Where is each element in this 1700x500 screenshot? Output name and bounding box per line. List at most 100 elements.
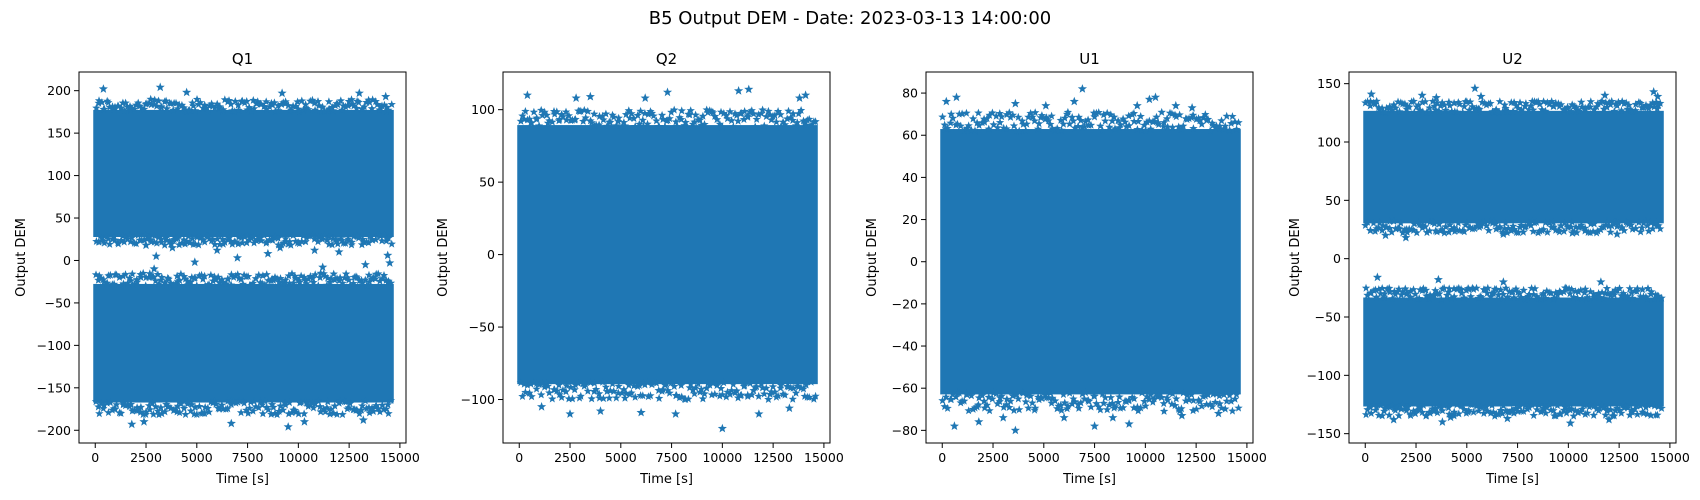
data-point xyxy=(1065,388,1074,397)
data-point xyxy=(646,107,655,115)
data-point xyxy=(182,236,191,245)
data-point xyxy=(780,120,790,129)
data-point xyxy=(548,394,557,403)
data-point xyxy=(1626,105,1636,114)
data-point xyxy=(520,379,529,388)
data-point xyxy=(171,98,181,107)
data-point xyxy=(1213,408,1223,418)
y-tick-label: −200 xyxy=(37,423,71,438)
data-point xyxy=(156,403,166,412)
data-point xyxy=(1643,294,1652,303)
data-point xyxy=(111,405,120,413)
data-point xyxy=(281,275,290,284)
data-point xyxy=(526,379,536,388)
data-point xyxy=(149,409,158,418)
data-point xyxy=(179,235,188,244)
data-point xyxy=(1625,410,1634,419)
data-point xyxy=(249,397,259,406)
data-point xyxy=(1418,223,1427,232)
data-point xyxy=(1174,404,1183,413)
data-point xyxy=(329,269,338,278)
data-point xyxy=(602,121,612,130)
data-point xyxy=(1563,223,1572,231)
data-point xyxy=(1417,90,1427,100)
data-point xyxy=(294,104,303,113)
data-point xyxy=(210,103,220,112)
y-tick-label: 40 xyxy=(902,170,918,185)
data-point xyxy=(139,268,148,277)
data-point xyxy=(375,407,385,416)
data-point xyxy=(152,101,161,110)
data-point xyxy=(1434,107,1444,115)
data-point xyxy=(1610,411,1619,420)
y-axis-label: Output DEM xyxy=(865,218,880,297)
data-point xyxy=(166,99,176,108)
data-point xyxy=(1580,226,1590,235)
data-point xyxy=(718,122,727,131)
data-point xyxy=(375,105,384,114)
data-point xyxy=(362,404,371,413)
data-point xyxy=(1221,404,1230,413)
data-point xyxy=(1595,292,1604,301)
data-point xyxy=(1487,401,1497,409)
data-point xyxy=(1614,218,1623,227)
data-point xyxy=(311,399,320,408)
data-point xyxy=(1459,405,1469,413)
data-point xyxy=(1505,408,1514,416)
data-point xyxy=(525,388,534,397)
data-point xyxy=(1511,404,1521,412)
data-point xyxy=(691,110,700,119)
data-point xyxy=(1450,407,1459,416)
data-point xyxy=(1094,402,1103,411)
data-point xyxy=(708,108,718,117)
data-point xyxy=(123,400,133,409)
data-point xyxy=(1597,400,1607,409)
data-point xyxy=(338,278,347,287)
data-point xyxy=(336,234,345,243)
data-point xyxy=(962,108,971,117)
data-point xyxy=(1494,290,1503,299)
data-point xyxy=(1638,285,1647,294)
data-point xyxy=(677,392,686,401)
data-point xyxy=(149,272,158,281)
data-point xyxy=(104,98,113,107)
data-point xyxy=(1037,111,1047,120)
data-point xyxy=(1634,218,1644,227)
data-point xyxy=(340,273,349,282)
data-point xyxy=(1221,121,1230,130)
data-point xyxy=(1636,292,1645,301)
x-tick-label: 12500 xyxy=(1599,450,1639,465)
data-point xyxy=(576,391,585,400)
data-point xyxy=(951,392,961,401)
data-point xyxy=(1168,389,1177,398)
data-point xyxy=(993,399,1002,408)
data-point xyxy=(1390,404,1399,413)
data-point xyxy=(310,105,320,114)
data-point xyxy=(364,95,373,104)
x-tick-label: 10000 xyxy=(1125,450,1165,465)
data-point xyxy=(321,272,330,280)
data-point xyxy=(1187,103,1197,112)
data-point xyxy=(1612,101,1622,110)
data-point xyxy=(1454,98,1463,106)
data-point xyxy=(1385,217,1394,226)
data-point xyxy=(258,409,268,418)
data-point xyxy=(631,392,640,401)
data-point xyxy=(1526,101,1536,110)
data-point xyxy=(598,111,607,120)
data-point xyxy=(294,276,303,285)
data-point xyxy=(1405,102,1414,111)
data-point xyxy=(145,269,154,278)
data-point xyxy=(1476,221,1486,230)
data-point xyxy=(938,112,947,121)
data-point xyxy=(1372,402,1381,411)
data-point xyxy=(1418,107,1427,116)
data-point xyxy=(267,274,277,283)
data-point xyxy=(378,400,387,409)
data-point xyxy=(667,378,676,387)
data-point xyxy=(1608,288,1617,297)
data-point xyxy=(1381,230,1391,240)
data-point xyxy=(974,393,984,402)
data-point xyxy=(705,380,714,389)
data-point xyxy=(1648,224,1657,233)
